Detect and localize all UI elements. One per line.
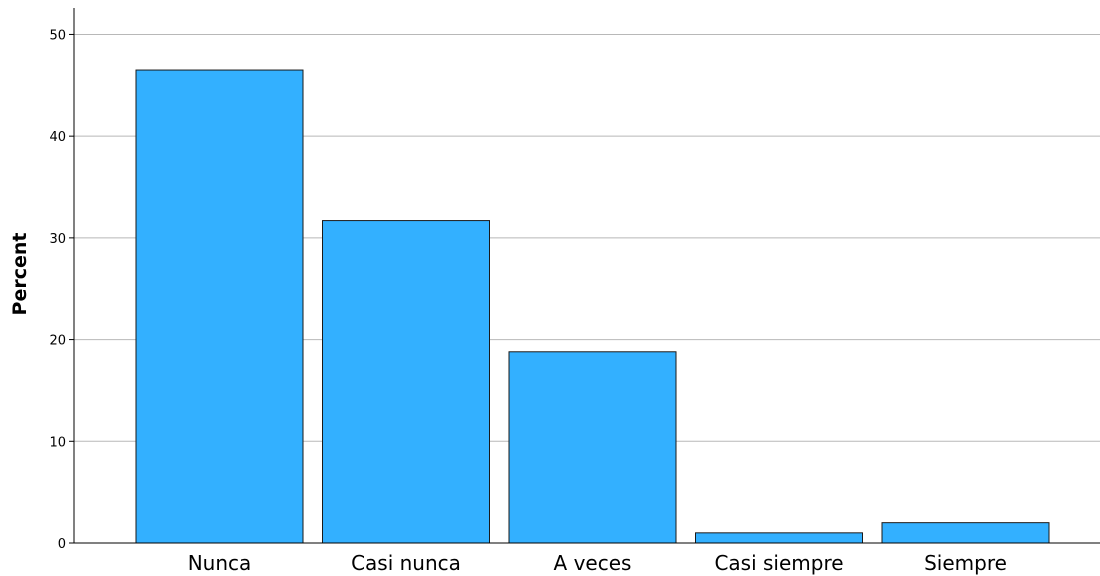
y-axis-ticks: 0 10 20 30 40 50 (49, 28, 74, 552)
y-tick-label: 0 (58, 537, 66, 552)
y-tick-label: 40 (49, 130, 66, 145)
x-tick-label: Casi nunca (351, 551, 461, 575)
x-tick-label: Nunca (188, 551, 252, 575)
bar-casi-nunca (322, 220, 490, 544)
bars (135, 69, 1050, 544)
bar-siempre (881, 522, 1050, 544)
x-axis-labels: Nunca Casi nunca A veces Casi siempre Siempr… (188, 551, 1007, 575)
y-tick-label: 20 (49, 334, 66, 349)
y-tick-label: 30 (49, 232, 66, 247)
y-tick-label: 50 (49, 28, 66, 43)
bar-casi-siempre (695, 532, 863, 544)
bar-nunca (135, 69, 304, 544)
bar-a-veces (508, 351, 677, 544)
x-tick-label: Casi siempre (714, 551, 843, 575)
x-tick-label: Siempre (924, 551, 1007, 575)
x-tick-label: A veces (554, 551, 632, 575)
y-tick-label: 10 (49, 435, 66, 450)
y-axis-title: Percent (9, 233, 31, 316)
